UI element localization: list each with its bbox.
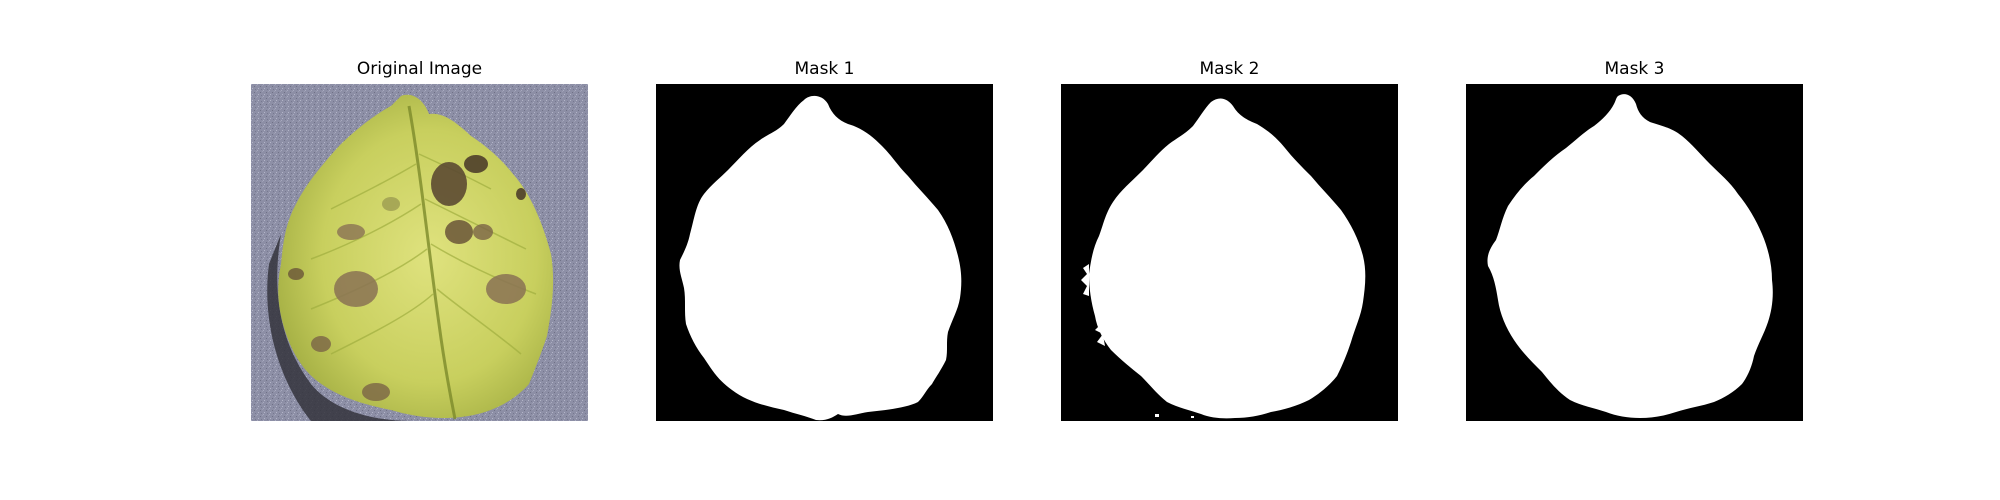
- disease-spot: [382, 197, 400, 211]
- disease-spot: [431, 162, 467, 206]
- original-leaf-image: [251, 84, 588, 421]
- mask-1-image: [656, 84, 993, 421]
- disease-spot: [337, 224, 365, 240]
- disease-spot: [334, 271, 378, 307]
- disease-spot: [311, 336, 331, 352]
- disease-spot: [464, 155, 488, 173]
- mask-2-image: [1061, 84, 1398, 421]
- mask-1-panel: Mask 1: [656, 57, 993, 445]
- panel-title-mask-1: Mask 1: [794, 59, 855, 79]
- mask-3-image: [1466, 84, 1803, 421]
- disease-spot: [445, 220, 473, 244]
- disease-spot: [516, 188, 526, 200]
- panel-title-original-image: Original Image: [356, 59, 483, 79]
- disease-spot: [288, 268, 304, 280]
- leaf-midrib: [407, 105, 457, 420]
- panel-title-mask-3: Mask 3: [1604, 59, 1665, 79]
- mask-3-panel: Mask 3: [1466, 57, 1803, 445]
- disease-spot: [486, 274, 526, 304]
- mask-2-panel: Mask 2: [1061, 57, 1398, 445]
- original-image-panel: Original Image: [251, 57, 588, 445]
- disease-spot: [473, 224, 493, 240]
- mask-foreground: [1487, 94, 1773, 418]
- mask-foreground: [679, 95, 962, 421]
- mask-foreground: [1089, 98, 1366, 419]
- panel-title-mask-2: Mask 2: [1199, 59, 1260, 79]
- leaf-shadow: [267, 234, 411, 421]
- disease-spot: [362, 383, 390, 401]
